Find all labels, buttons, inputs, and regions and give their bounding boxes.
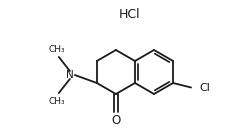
Text: N: N xyxy=(66,70,74,80)
Text: Cl: Cl xyxy=(198,83,209,93)
Text: O: O xyxy=(111,113,120,126)
Text: CH₃: CH₃ xyxy=(48,96,65,105)
Text: HCl: HCl xyxy=(119,8,140,21)
Text: CH₃: CH₃ xyxy=(48,45,65,54)
